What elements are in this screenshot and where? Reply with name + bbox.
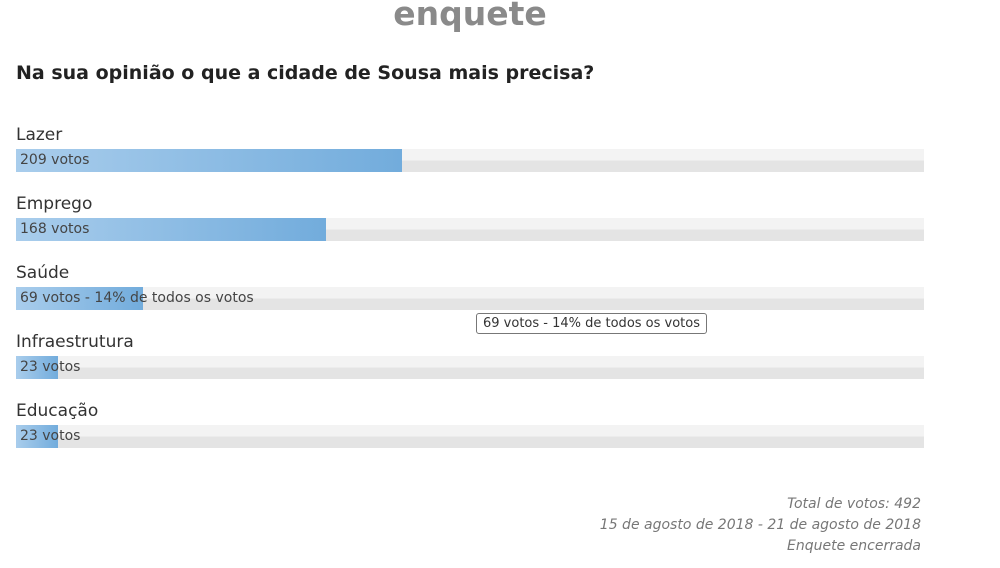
bar-track: 23 votos xyxy=(16,425,924,448)
vote-bar xyxy=(16,356,59,379)
option-label: Saúde xyxy=(16,263,70,283)
tooltip: 69 votos - 14% de todos os votos xyxy=(476,313,708,334)
bar-track: 23 votos xyxy=(16,356,924,379)
bar-track: 69 votos - 14% de todos os votos xyxy=(16,287,924,310)
vote-bar xyxy=(16,425,59,448)
vote-count: 209 votos xyxy=(20,152,90,168)
poll-question: Na sua opinião o que a cidade de Sousa m… xyxy=(16,62,595,84)
bar-track: 209 votos xyxy=(16,149,924,172)
option-label: Educação xyxy=(16,401,99,421)
vote-bar xyxy=(16,149,402,172)
vote-count: 69 votos - 14% de todos os votos xyxy=(20,290,254,306)
bar-track: 168 votos xyxy=(16,218,924,241)
option-label: Lazer xyxy=(16,125,63,145)
poll-period: 15 de agosto de 2018 - 21 de agosto de 2… xyxy=(599,517,921,533)
vote-bar xyxy=(16,287,144,310)
vote-count: 23 votos xyxy=(20,428,81,444)
vote-count: 168 votos xyxy=(20,221,90,237)
poll-status: Enquete encerrada xyxy=(787,538,921,554)
vote-bar xyxy=(16,218,327,241)
option-label: Infraestrutura xyxy=(16,332,134,352)
option-label: Emprego xyxy=(16,194,93,214)
total-votes: Total de votos: 492 xyxy=(787,496,921,512)
page-title: enquete xyxy=(393,0,547,33)
vote-count: 23 votos xyxy=(20,359,81,375)
